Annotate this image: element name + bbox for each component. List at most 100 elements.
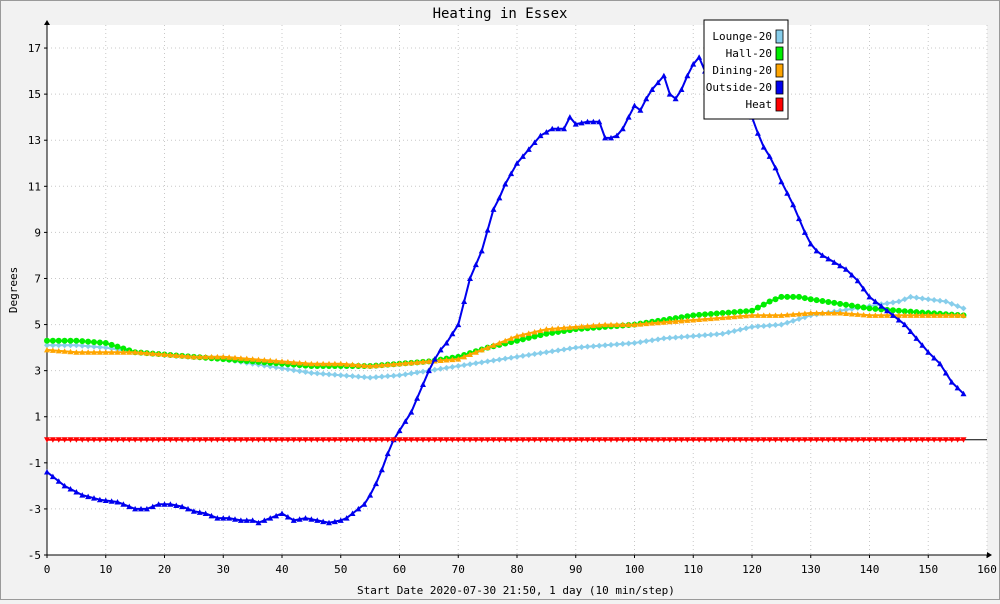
- data-point: [725, 309, 732, 316]
- series-layer: [44, 54, 967, 526]
- data-point: [243, 437, 250, 443]
- data-point: [608, 134, 614, 141]
- data-point: [790, 201, 797, 208]
- data-point: [79, 342, 86, 349]
- data-point: [843, 306, 849, 313]
- data-point: [678, 437, 685, 443]
- data-point: [890, 307, 896, 314]
- legend-label: Dining-20: [712, 64, 772, 77]
- data-point: [813, 310, 820, 316]
- data-point: [249, 517, 256, 523]
- data-point: [772, 164, 779, 171]
- data-point: [584, 322, 591, 329]
- data-point: [85, 437, 92, 443]
- data-point: [948, 300, 955, 307]
- data-point: [631, 340, 638, 346]
- data-point: [472, 261, 479, 268]
- data-point: [308, 369, 315, 376]
- data-point: [531, 328, 538, 335]
- data-point: [490, 357, 497, 364]
- data-point: [155, 437, 162, 443]
- data-point: [414, 437, 421, 443]
- data-point: [284, 358, 291, 365]
- data-point: [55, 342, 62, 349]
- data-point: [55, 347, 62, 354]
- data-point: [443, 364, 450, 371]
- data-point: [478, 247, 485, 254]
- data-point: [443, 340, 450, 346]
- data-point: [608, 341, 614, 348]
- data-point: [725, 437, 732, 443]
- data-point: [872, 298, 879, 305]
- data-point: [443, 357, 450, 363]
- data-point: [179, 437, 186, 443]
- data-point: [778, 312, 785, 318]
- data-point: [279, 510, 285, 517]
- data-point: [901, 296, 908, 303]
- data-point: [120, 437, 127, 443]
- data-point: [543, 330, 550, 337]
- data-point: [572, 121, 579, 127]
- data-point: [514, 437, 520, 443]
- data-point: [431, 437, 438, 443]
- data-point: [232, 516, 238, 522]
- data-point: [314, 370, 321, 377]
- data-point: [308, 437, 315, 443]
- data-point: [825, 255, 832, 262]
- data-point: [878, 303, 885, 309]
- data-point: [384, 450, 391, 457]
- legend-label: Heat: [746, 98, 773, 111]
- data-point: [85, 343, 92, 350]
- data-point: [825, 310, 832, 316]
- data-point: [73, 349, 80, 355]
- data-point: [643, 95, 650, 102]
- data-point: [349, 437, 356, 443]
- data-point: [149, 350, 156, 357]
- data-point: [913, 294, 920, 301]
- data-point: [884, 307, 891, 314]
- grid: [46, 25, 988, 556]
- data-point: [584, 343, 591, 350]
- x-tick-label: 90: [569, 563, 582, 576]
- data-point: [337, 517, 344, 523]
- data-point: [126, 349, 133, 355]
- data-point: [907, 328, 914, 334]
- data-point: [572, 437, 579, 443]
- data-point: [537, 327, 544, 334]
- data-point: [373, 362, 379, 369]
- data-point: [854, 437, 861, 443]
- data-point: [531, 139, 538, 146]
- data-point: [872, 312, 879, 318]
- data-point: [126, 503, 133, 510]
- data-point: [696, 311, 703, 318]
- data-point: [784, 311, 791, 318]
- data-point: [296, 368, 303, 375]
- data-point: [631, 102, 638, 109]
- data-point: [79, 349, 86, 355]
- data-point: [525, 437, 532, 443]
- data-point: [931, 437, 938, 443]
- data-point: [237, 517, 244, 523]
- data-point: [190, 353, 197, 360]
- data-point: [179, 352, 186, 359]
- data-point: [719, 314, 726, 321]
- data-point: [314, 517, 321, 523]
- data-point: [566, 345, 573, 352]
- data-point: [455, 437, 462, 443]
- data-point: [666, 437, 673, 443]
- data-point: [649, 437, 656, 443]
- data-point: [537, 437, 544, 443]
- data-point: [784, 293, 791, 300]
- data-point: [514, 160, 520, 166]
- data-point: [578, 344, 585, 351]
- data-point: [760, 301, 767, 308]
- data-point: [837, 262, 844, 269]
- data-point: [631, 437, 638, 443]
- y-tick-label: -5: [28, 549, 41, 562]
- data-point: [778, 437, 785, 443]
- data-point: [549, 437, 556, 443]
- data-point: [931, 312, 938, 318]
- data-point: [167, 437, 174, 443]
- data-point: [707, 315, 714, 322]
- data-point: [584, 118, 591, 125]
